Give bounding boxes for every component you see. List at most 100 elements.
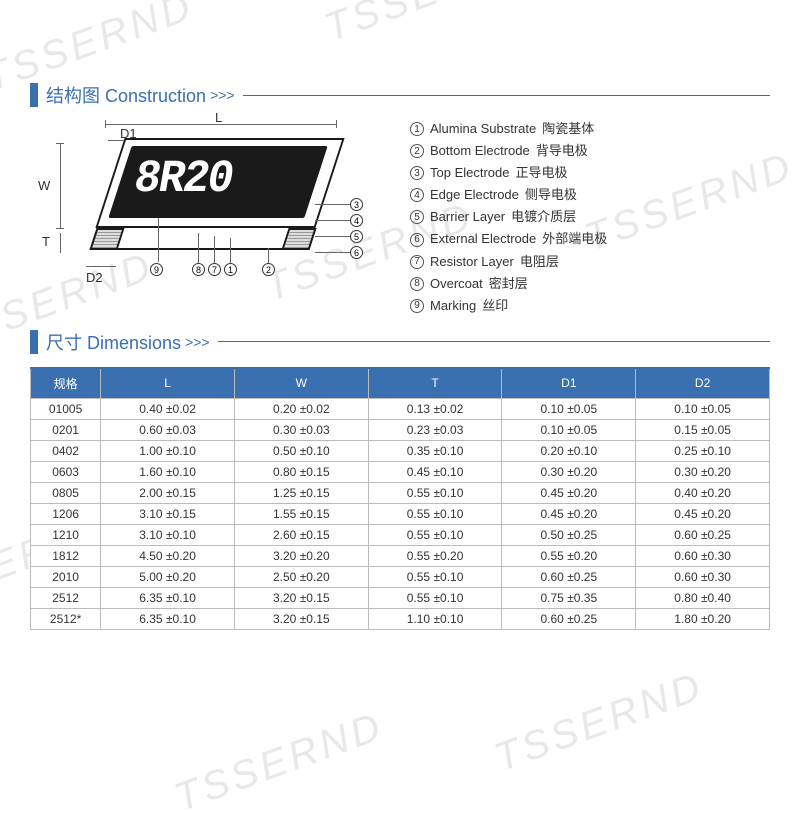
table-cell: 0.30 ±0.20 (502, 461, 636, 482)
table-cell: 0.60 ±0.25 (502, 566, 636, 587)
section-title: 结构图 Construction (46, 82, 206, 108)
legend-item: 1Alumina Substrate陶瓷基体 (410, 118, 770, 140)
callout-1: 1 (224, 263, 237, 276)
table-header-cell: D2 (636, 368, 770, 399)
table-cell: 1.25 ±0.15 (234, 482, 368, 503)
table-cell: 0.55 ±0.20 (368, 545, 502, 566)
watermark: TSSERND (619, 0, 800, 11)
legend-text-zh: 密封层 (489, 273, 528, 295)
callout-7: 7 (208, 263, 221, 276)
table-cell: 1.60 ±0.10 (101, 461, 235, 482)
table-cell: 2512* (31, 608, 101, 629)
construction-diagram: L D1 W T D2 8R20 9 8 7 1 (30, 118, 380, 308)
table-cell: 1210 (31, 524, 101, 545)
table-cell: 01005 (31, 398, 101, 419)
dim-label-L: L (215, 110, 222, 125)
table-cell: 0.55 ±0.20 (502, 545, 636, 566)
dim-label-D2: D2 (86, 270, 103, 285)
table-cell: 6.35 ±0.10 (101, 587, 235, 608)
table-cell: 0.45 ±0.20 (502, 482, 636, 503)
legend-text-en: Marking (430, 295, 476, 317)
legend-number: 1 (410, 122, 424, 136)
leader-line (214, 236, 215, 263)
table-cell: 2.60 ±0.15 (234, 524, 368, 545)
watermark: TSSERND (319, 0, 540, 51)
table-cell: 0.50 ±0.25 (502, 524, 636, 545)
table-cell: 0.20 ±0.10 (502, 440, 636, 461)
table-cell: 1.80 ±0.20 (636, 608, 770, 629)
table-cell: 1812 (31, 545, 101, 566)
legend-text-en: Barrier Layer (430, 206, 505, 228)
table-cell: 0.15 ±0.05 (636, 419, 770, 440)
legend-text-zh: 侧导电极 (525, 184, 577, 206)
legend-text-en: External Electrode (430, 228, 536, 250)
table-cell: 0402 (31, 440, 101, 461)
table-cell: 0.60 ±0.30 (636, 545, 770, 566)
callout-9: 9 (150, 263, 163, 276)
table-cell: 0.20 ±0.02 (234, 398, 368, 419)
table-cell: 0.23 ±0.03 (368, 419, 502, 440)
header-rule (243, 95, 770, 96)
table-cell: 3.20 ±0.20 (234, 545, 368, 566)
table-cell: 3.20 ±0.15 (234, 587, 368, 608)
table-cell: 0201 (31, 419, 101, 440)
table-cell: 0.55 ±0.10 (368, 587, 502, 608)
leader-line (315, 236, 350, 237)
table-cell: 6.35 ±0.10 (101, 608, 235, 629)
table-cell: 4.50 ±0.20 (101, 545, 235, 566)
legend-item: 7Resistor Layer电阻层 (410, 251, 770, 273)
section-header-construction: 结构图 Construction >>> (30, 82, 770, 108)
dim-label-T: T (42, 234, 50, 249)
header-accent-bar (30, 330, 38, 354)
header-accent-bar (30, 83, 38, 107)
section-title-en: Dimensions (87, 333, 181, 353)
section-title-zh: 结构图 (46, 86, 100, 106)
table-row: 06031.60 ±0.100.80 ±0.150.45 ±0.100.30 ±… (31, 461, 770, 482)
dim-line (60, 143, 61, 229)
legend-number: 7 (410, 255, 424, 269)
table-cell: 0.60 ±0.25 (502, 608, 636, 629)
table-row: 20105.00 ±0.202.50 ±0.200.55 ±0.100.60 ±… (31, 566, 770, 587)
leader-line (158, 218, 159, 262)
table-row: 25126.35 ±0.103.20 ±0.150.55 ±0.100.75 ±… (31, 587, 770, 608)
callout-2: 2 (262, 263, 275, 276)
legend-number: 8 (410, 277, 424, 291)
chevron-right-icon: >>> (210, 87, 235, 103)
callout-4: 4 (350, 214, 363, 227)
table-cell: 0.30 ±0.03 (234, 419, 368, 440)
legend-number: 4 (410, 188, 424, 202)
table-row: 010050.40 ±0.020.20 ±0.020.13 ±0.020.10 … (31, 398, 770, 419)
legend-item: 4 Edge Electrode 侧导电极 (410, 184, 770, 206)
table-cell: 1206 (31, 503, 101, 524)
table-cell: 0.40 ±0.02 (101, 398, 235, 419)
table-cell: 0.50 ±0.10 (234, 440, 368, 461)
table-cell: 0.45 ±0.10 (368, 461, 502, 482)
table-cell: 0.60 ±0.03 (101, 419, 235, 440)
watermark: TSSERND (169, 704, 390, 821)
callout-3: 3 (350, 198, 363, 211)
table-cell: 0.55 ±0.10 (368, 503, 502, 524)
table-header-cell: L (101, 368, 235, 399)
legend-number: 2 (410, 144, 424, 158)
leader-line (198, 233, 199, 263)
legend-item: 8 Overcoat 密封层 (410, 273, 770, 295)
table-header-cell: T (368, 368, 502, 399)
table-row: 08052.00 ±0.151.25 ±0.150.55 ±0.100.45 ±… (31, 482, 770, 503)
dimensions-table: 规格LWTD1D2 010050.40 ±0.020.20 ±0.020.13 … (30, 367, 770, 630)
callout-5: 5 (350, 230, 363, 243)
section-title-en: Construction (105, 86, 206, 106)
table-row: 12063.10 ±0.151.55 ±0.150.55 ±0.100.45 ±… (31, 503, 770, 524)
table-cell: 0.13 ±0.02 (368, 398, 502, 419)
legend-item: 5Barrier Layer电镀介质层 (410, 206, 770, 228)
table-cell: 0.25 ±0.10 (636, 440, 770, 461)
legend-text-en: Overcoat (430, 273, 483, 295)
legend-text-en: Edge Electrode (430, 184, 519, 206)
section-header-dimensions: 尺寸 Dimensions >>> (30, 329, 770, 355)
table-row: 12103.10 ±0.102.60 ±0.150.55 ±0.100.50 ±… (31, 524, 770, 545)
table-header-cell: W (234, 368, 368, 399)
table-cell: 3.20 ±0.15 (234, 608, 368, 629)
construction-legend: 1Alumina Substrate陶瓷基体2Bottom Electrode背… (410, 118, 770, 317)
legend-text-en: Resistor Layer (430, 251, 514, 273)
dim-line (60, 233, 61, 253)
legend-text-en: Bottom Electrode (430, 140, 530, 162)
